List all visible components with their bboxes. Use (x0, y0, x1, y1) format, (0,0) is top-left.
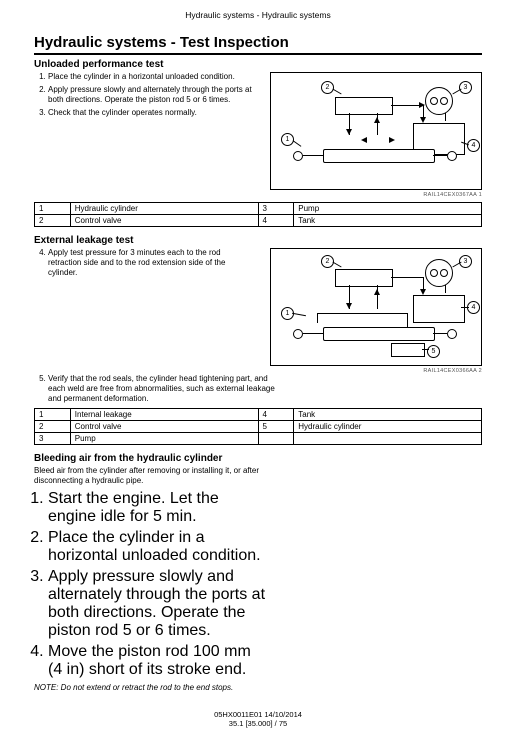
footer-doc: 05HX0011E01 14/10/2014 (34, 710, 482, 719)
drip-tray-icon (391, 343, 425, 357)
valve-icon (335, 97, 393, 115)
cylinder-eye-icon (447, 151, 457, 161)
section1-steps: Place the cylinder in a horizontal unloa… (34, 72, 254, 118)
cell: Pump (294, 203, 482, 215)
section2-figure-col: 1 2 3 4 5 RAIL14CEX0366AA 2 (264, 248, 482, 374)
arrow-icon (374, 289, 380, 295)
cylinder-icon (323, 327, 435, 341)
cylinder-eye-icon (293, 151, 303, 161)
cell: Hydraulic cylinder (294, 421, 482, 433)
figure-2: 1 2 3 4 5 (270, 248, 482, 366)
cell: Pump (70, 433, 258, 445)
table-row: 2 Control valve 5 Hydraulic cylinder (35, 421, 482, 433)
cell: Hydraulic cylinder (70, 203, 258, 215)
rod-icon (303, 155, 323, 156)
page-footer: 05HX0011E01 14/10/2014 35.1 [35.000] / 7… (34, 710, 482, 728)
cell: Tank (294, 215, 482, 227)
list-item: Check that the cylinder operates normall… (48, 108, 254, 118)
cylinder-icon (323, 149, 435, 163)
list-item: Start the engine. Let the engine idle fo… (48, 490, 267, 526)
cylinder-eye-icon (293, 329, 303, 339)
lead-line-icon (332, 89, 341, 95)
table-row: 3 Pump (35, 433, 482, 445)
section3-note: NOTE: Do not extend or retract the rod t… (34, 683, 267, 692)
table-row: 2 Control valve 4 Tank (35, 215, 482, 227)
lead-line-icon (332, 262, 341, 268)
section1-text: Place the cylinder in a horizontal unloa… (34, 72, 254, 198)
section3-steps: Start the engine. Let the engine idle fo… (34, 490, 267, 679)
callout-4: 4 (467, 139, 480, 152)
figure-2-caption: RAIL14CEX0366AA 2 (423, 368, 482, 374)
cell: 2 (35, 215, 71, 227)
list-item: Move the piston rod 100 mm (4 in) short … (48, 643, 267, 679)
cell: Internal leakage (70, 409, 258, 421)
lead-line-icon (292, 313, 306, 316)
list-item: Place the cylinder in a horizontal unloa… (48, 72, 254, 82)
list-item: Verify that the rod seals, the cylinder … (48, 374, 281, 404)
section3-title: Bleeding air from the hydraulic cylinder (34, 453, 482, 464)
section2-title: External leakage test (34, 235, 482, 246)
section1-body: Place the cylinder in a horizontal unloa… (34, 72, 482, 198)
arrow-icon (389, 137, 395, 143)
lead-line-icon (461, 307, 469, 308)
table-row: 1 Hydraulic cylinder 3 Pump (35, 203, 482, 215)
valve-icon (335, 269, 393, 287)
section3-intro: Bleed air from the cylinder after removi… (34, 466, 267, 486)
section3-body: Bleed air from the cylinder after removi… (34, 466, 267, 692)
table-row: 1 Internal leakage 4 Tank (35, 409, 482, 421)
cell: 3 (258, 203, 294, 215)
arrow-icon (361, 137, 367, 143)
parts-table-1: 1 Hydraulic cylinder 3 Pump 2 Control va… (34, 202, 482, 227)
figure-1: 1 2 3 4 (270, 72, 482, 190)
arrow-icon (419, 102, 425, 108)
rod-icon (433, 333, 447, 334)
rod-icon (303, 333, 323, 334)
list-item: Apply test pressure for 3 minutes each t… (48, 248, 254, 278)
figure-1-caption: RAIL14CEX0367AA 1 (423, 192, 482, 198)
arrow-icon (346, 303, 352, 309)
lead-line-icon (293, 140, 302, 147)
cell (258, 433, 294, 445)
tank-icon (413, 295, 465, 323)
parts-table-2: 1 Internal leakage 4 Tank 2 Control valv… (34, 408, 482, 445)
section2-steps: Apply test pressure for 3 minutes each t… (34, 248, 254, 278)
line-icon (391, 277, 423, 278)
callout-5: 5 (427, 345, 440, 358)
arrow-icon (346, 129, 352, 135)
pump-icon (425, 87, 453, 115)
cylinder-eye-icon (447, 329, 457, 339)
line-icon (317, 313, 407, 314)
pump-icon (425, 259, 453, 287)
list-item: Apply pressure slowly and alternately th… (48, 568, 267, 640)
section2-body: Apply test pressure for 3 minutes each t… (34, 248, 482, 374)
list-item: Apply pressure slowly and alternately th… (48, 85, 254, 105)
cell: 1 (35, 409, 71, 421)
section1-figure-col: 1 2 3 4 RAIL14CEX0367AA 1 (264, 72, 482, 198)
page: Hydraulic systems - Hydraulic systems Hy… (0, 0, 510, 736)
line-icon (317, 313, 318, 323)
rod-icon (433, 155, 447, 156)
footer-page: 35.1 [35.000] / 75 (34, 719, 482, 728)
cell: 5 (258, 421, 294, 433)
cell: 3 (35, 433, 71, 445)
cell: 1 (35, 203, 71, 215)
step5-wrap: Verify that the rod seals, the cylinder … (34, 374, 281, 404)
breadcrumb: Hydraulic systems - Hydraulic systems (34, 10, 482, 20)
section1-title: Unloaded performance test (34, 59, 482, 70)
arrow-icon (374, 117, 380, 123)
cell: Control valve (70, 215, 258, 227)
cell: 2 (35, 421, 71, 433)
cell (294, 433, 482, 445)
section2-text: Apply test pressure for 3 minutes each t… (34, 248, 254, 374)
cell: 4 (258, 409, 294, 421)
cell: 4 (258, 215, 294, 227)
list-item: Place the cylinder in a horizontal unloa… (48, 529, 267, 565)
cell: Tank (294, 409, 482, 421)
page-title: Hydraulic systems - Test Inspection (34, 34, 482, 55)
cell: Control valve (70, 421, 258, 433)
lead-line-icon (422, 349, 429, 350)
